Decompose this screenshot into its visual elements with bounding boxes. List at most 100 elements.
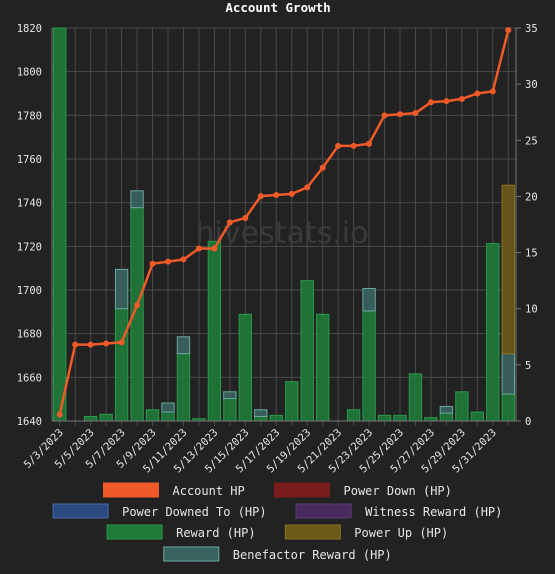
bar-benefactor-reward-hp	[223, 391, 237, 400]
y-left-tick-label: 1740	[17, 198, 42, 210]
account-hp-point	[505, 27, 512, 34]
y-right-tick-label: 5	[525, 360, 531, 372]
bar-benefactor-reward-hp	[176, 336, 191, 355]
legend-item-power-up-hp[interactable]: Power Up (HP)	[284, 524, 448, 540]
bar-power-up-hp	[501, 184, 515, 355]
y-left-tick-label: 1640	[17, 416, 42, 428]
legend-label: Power Down (HP)	[344, 484, 452, 498]
bar-reward-hp	[408, 373, 423, 422]
bar-benefactor-reward-hp	[254, 409, 268, 418]
account-hp-point	[458, 95, 465, 102]
legend-label: Benefactor Reward (HP)	[233, 548, 392, 562]
bar-reward-hp	[207, 240, 222, 422]
bar-reward-hp	[114, 308, 129, 422]
bar-reward-hp	[393, 414, 407, 422]
account-hp-point	[443, 98, 450, 105]
legend-swatch	[163, 546, 220, 562]
bar-reward-hp	[223, 398, 237, 422]
y-left-tick-label: 1760	[17, 154, 42, 166]
account-hp-point	[319, 164, 326, 171]
bar-reward-hp	[53, 27, 67, 422]
account-hp-point	[335, 142, 342, 149]
legend-item-power-downed-to-hp[interactable]: Power Downed To (HP)	[52, 503, 267, 519]
account-hp-point	[474, 90, 481, 97]
bar-layer	[53, 27, 515, 422]
account-hp-point	[427, 99, 434, 106]
account-hp-point	[489, 88, 496, 95]
y-left-tick-label: 1720	[17, 241, 42, 253]
bar-reward-hp	[238, 313, 253, 422]
legend-swatch	[106, 524, 163, 540]
y-left-tick-label: 1820	[17, 23, 42, 35]
legend-item-witness-reward-hp[interactable]: Witness Reward (HP)	[295, 503, 502, 519]
bar-reward-hp	[501, 393, 515, 422]
y-right-tick-label: 20	[525, 191, 538, 203]
bar-reward-hp	[176, 353, 191, 422]
bar-reward-hp	[145, 409, 160, 422]
legend-label: Witness Reward (HP)	[365, 505, 502, 519]
bar-benefactor-reward-hp	[501, 353, 515, 395]
y-right-tick-label: 30	[525, 79, 538, 91]
legend-item-reward-hp[interactable]: Reward (HP)	[106, 524, 256, 540]
legend-item-power-down-hp[interactable]: Power Down (HP)	[274, 482, 452, 498]
chart-title: Account Growth	[225, 0, 330, 15]
account-hp-point	[381, 112, 388, 119]
bar-reward-hp	[346, 409, 361, 422]
y-right-tick-label: 25	[525, 135, 538, 147]
account-hp-point	[412, 110, 419, 117]
y-right-tick-label: 0	[525, 416, 531, 428]
bar-reward-hp	[486, 243, 500, 422]
account-hp-point	[103, 340, 110, 347]
bar-benefactor-reward-hp	[130, 190, 144, 209]
legend-swatch	[274, 482, 330, 498]
bar-reward-hp	[300, 280, 314, 422]
legend: Account HP Power Down (HP) Power Downed To…	[52, 482, 502, 562]
y-left-tick-label: 1660	[17, 372, 42, 384]
bar-reward-hp	[439, 412, 454, 422]
account-hp-point	[72, 341, 79, 348]
legend-label: Power Downed To (HP)	[122, 505, 267, 519]
y-left-tick-label: 1680	[17, 329, 42, 341]
y-right-tick-label: 15	[525, 248, 538, 260]
bar-reward-hp	[315, 313, 330, 422]
y-left-tick-label: 1700	[17, 285, 42, 297]
y-left-tick-label: 1780	[17, 110, 42, 122]
legend-item-benefactor-reward-hp[interactable]: Benefactor Reward (HP)	[163, 546, 392, 562]
account-hp-point	[134, 302, 141, 309]
account-hp-point	[242, 214, 249, 221]
account-hp-point	[165, 258, 171, 265]
y-right-tick-label: 35	[525, 23, 538, 35]
bar-benefactor-reward-hp	[362, 288, 376, 312]
account-hp-point	[304, 184, 311, 191]
account-hp-point	[288, 190, 295, 197]
account-hp-point	[350, 142, 357, 149]
account-hp-point	[366, 140, 373, 147]
bar-benefactor-reward-hp	[114, 268, 129, 310]
bar-reward-hp	[83, 416, 98, 422]
account-hp-point	[56, 411, 63, 418]
account-hp-point	[226, 219, 233, 226]
bar-reward-hp	[285, 381, 299, 422]
account-hp-point	[87, 341, 94, 348]
y-left-tick-label: 1800	[17, 67, 42, 79]
line-layer	[56, 27, 512, 418]
legend-item-account-hp[interactable]: Account HP	[103, 482, 245, 498]
account-hp-point	[180, 256, 187, 263]
account-hp-point	[195, 245, 202, 252]
legend-swatch	[295, 503, 352, 519]
bar-reward-hp	[254, 416, 268, 422]
bar-reward-hp	[377, 414, 392, 422]
y-right-tick-label: 10	[525, 304, 538, 316]
legend-label: Power Up (HP)	[354, 526, 448, 540]
legend-swatch	[52, 503, 109, 519]
legend-swatch	[284, 524, 341, 540]
legend-label: Account HP	[173, 484, 245, 498]
account-hp-point	[257, 193, 264, 200]
bar-reward-hp	[99, 413, 113, 422]
bar-benefactor-reward-hp	[161, 402, 175, 413]
bar-reward-hp	[362, 310, 376, 422]
bar-reward-hp	[455, 391, 469, 422]
account-hp-point	[273, 192, 280, 199]
